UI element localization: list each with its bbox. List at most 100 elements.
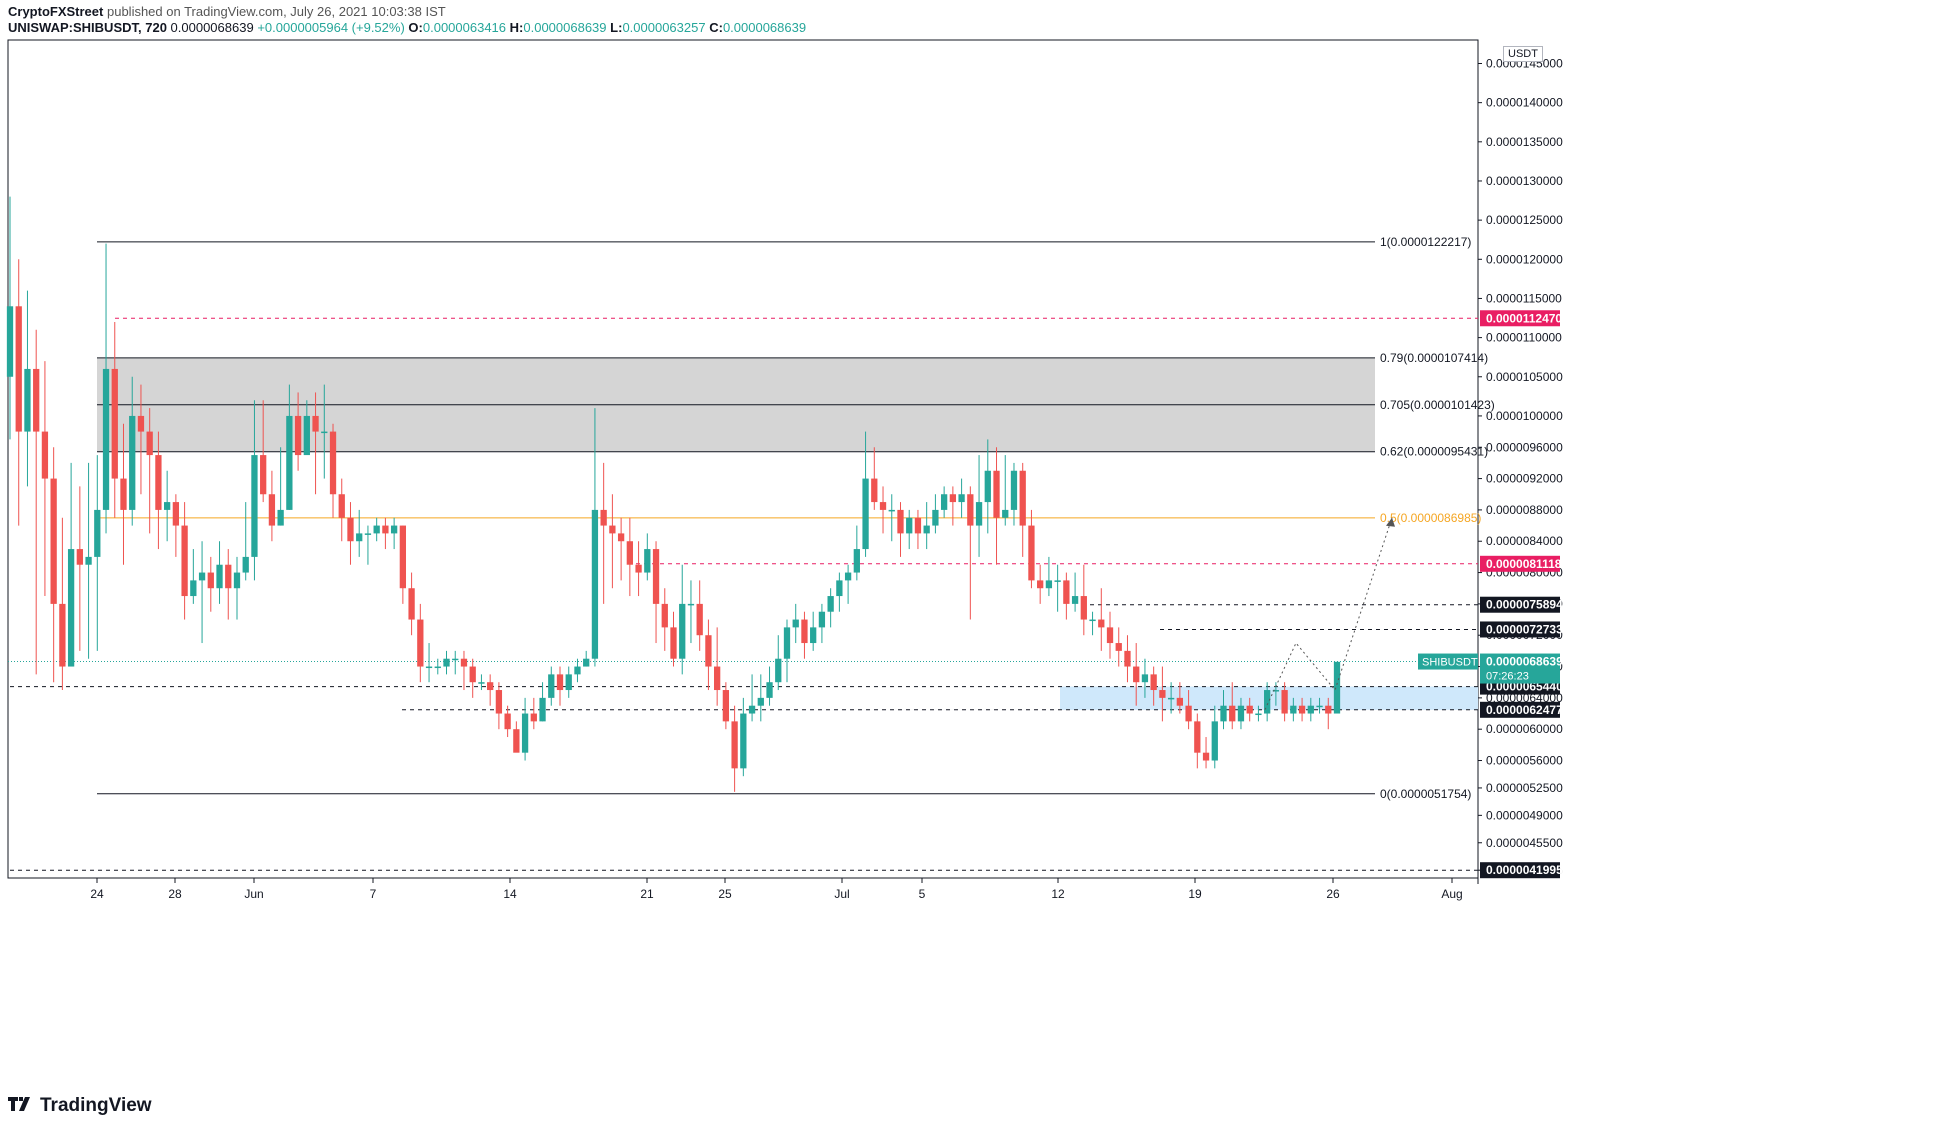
y-tick-label: 0.0000105000 — [1486, 370, 1563, 384]
candle-down — [652, 549, 660, 604]
high-label: H: — [509, 20, 524, 35]
candle-up — [748, 705, 756, 714]
candle-down — [312, 415, 319, 432]
candle-up — [1089, 619, 1096, 622]
candle-up — [6, 306, 14, 377]
publisher-name[interactable]: CryptoFXStreet — [8, 4, 104, 19]
candle-up — [452, 658, 459, 661]
x-tick-label: 14 — [503, 887, 517, 901]
candle-up — [958, 494, 965, 503]
candle-down — [469, 666, 476, 683]
candle-up — [373, 525, 380, 534]
candle-down — [41, 431, 49, 479]
candle-down — [1298, 705, 1306, 714]
candle-down — [801, 619, 808, 644]
candle-up — [102, 368, 110, 510]
candle-up — [1141, 674, 1149, 683]
fib-label: 1(0.0000122217) — [1380, 235, 1471, 249]
candle-up — [1255, 713, 1262, 716]
candle-down — [1028, 525, 1035, 581]
currency-badge[interactable]: USDT — [1503, 46, 1543, 62]
y-tick-label: 0.0000049000 — [1486, 808, 1563, 822]
candle-down — [714, 666, 721, 691]
candle-down — [207, 572, 214, 589]
candle-up — [1054, 580, 1061, 582]
candle-down — [338, 494, 345, 518]
candle-down — [1124, 650, 1131, 667]
y-tick-label: 0.0000052500 — [1486, 781, 1563, 795]
y-tick-label: 0.0000096000 — [1486, 440, 1563, 454]
candle-up — [836, 580, 843, 597]
publisher-line: CryptoFXStreet published on TradingView.… — [8, 4, 806, 20]
candle-down — [460, 658, 468, 667]
fib-label: 0.79(0.0000107414) — [1380, 351, 1488, 365]
x-tick-label: 7 — [370, 887, 377, 901]
y-tick-label: 0.0000125000 — [1486, 213, 1563, 227]
candle-down — [1159, 690, 1166, 698]
candle-up — [853, 549, 860, 573]
candle-up — [85, 556, 92, 565]
candle-down — [871, 478, 878, 503]
candle-down — [155, 455, 162, 510]
candle-up — [783, 627, 791, 659]
x-tick-label: 12 — [1051, 887, 1065, 901]
candle-up — [827, 596, 834, 612]
candle-up — [792, 619, 799, 628]
x-tick-label: 5 — [919, 887, 926, 901]
candle-up — [251, 455, 258, 557]
candle-up — [775, 658, 782, 683]
candle-down — [1063, 580, 1070, 604]
fib-label: 0.62(0.0000095431) — [1380, 445, 1488, 459]
candle-up — [766, 682, 773, 698]
level-price-tag — [1480, 310, 1560, 327]
candle-up — [1010, 470, 1018, 510]
candle-down — [1202, 752, 1210, 761]
candle-up — [1045, 580, 1053, 589]
level-price-tag — [1480, 555, 1560, 572]
candle-down — [399, 525, 407, 589]
candle-down — [1229, 705, 1236, 722]
candle-up — [591, 509, 599, 659]
candle-down — [1194, 721, 1201, 753]
candle-down — [382, 525, 389, 534]
candle-up — [521, 713, 529, 753]
candle-up — [434, 666, 441, 669]
candle-up — [923, 525, 930, 534]
candle-down — [993, 470, 1000, 518]
candle-down — [1115, 643, 1122, 651]
candle-down — [1080, 596, 1087, 620]
candle-up — [129, 415, 136, 510]
fib-label: 0.5(0.0000086985) — [1380, 511, 1481, 525]
candle-up — [1237, 705, 1245, 722]
candle-up — [862, 478, 869, 550]
candle-down — [329, 431, 337, 495]
candle-down — [260, 455, 267, 495]
candle-up — [1071, 596, 1079, 604]
candle-up — [24, 368, 31, 432]
x-tick-label: 28 — [168, 887, 182, 901]
candle-up — [356, 533, 363, 542]
candle-up — [975, 502, 983, 526]
candle-up — [364, 533, 372, 535]
countdown-label: 07:26:23 — [1486, 671, 1529, 683]
candle-up — [757, 697, 764, 706]
close-label: C: — [709, 20, 723, 35]
high-value: 0.0000068639 — [523, 20, 607, 35]
candle-down — [76, 549, 83, 565]
candle-up — [390, 525, 398, 534]
candle-up — [1264, 690, 1271, 714]
candle-down — [172, 502, 180, 526]
level-price-label: 0.0000112470 — [1486, 311, 1562, 325]
candle-down — [696, 603, 703, 636]
symbol-tag — [1418, 653, 1478, 670]
y-tick-label: 0.0000060000 — [1486, 722, 1563, 736]
x-tick-label: Jun — [244, 887, 263, 901]
candle-down — [120, 478, 127, 510]
tradingview-logo[interactable]: TradingView — [8, 1095, 152, 1117]
candle-up — [818, 611, 826, 628]
candle-up — [888, 509, 895, 512]
candle-down — [967, 494, 974, 526]
candle-up — [1220, 705, 1227, 722]
candle-down — [1133, 666, 1140, 683]
